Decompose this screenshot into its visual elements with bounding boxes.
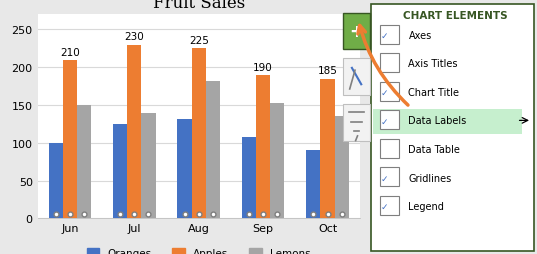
Text: Data Labels: Data Labels: [409, 116, 467, 126]
Text: ✓: ✓: [381, 117, 389, 126]
Bar: [321, 79, 335, 218]
Text: Chart Title: Chart Title: [409, 87, 460, 98]
Text: ✓: ✓: [381, 202, 389, 212]
Bar: [177, 119, 192, 218]
Text: Gridlines: Gridlines: [409, 173, 452, 183]
Bar: [48, 143, 63, 218]
Text: +: +: [350, 23, 364, 41]
Legend: Oranges, Apples, Lemons: Oranges, Apples, Lemons: [83, 244, 315, 254]
Title: Fruit Sales: Fruit Sales: [153, 0, 245, 12]
Bar: [77, 106, 91, 218]
Text: ✓: ✓: [381, 89, 389, 98]
Bar: [380, 168, 399, 187]
Bar: [335, 117, 349, 218]
Text: Axes: Axes: [409, 30, 432, 41]
Bar: [344, 14, 369, 50]
Text: 225: 225: [188, 36, 209, 46]
Text: ✓: ✓: [381, 174, 389, 183]
Bar: [242, 137, 256, 218]
Text: Data Table: Data Table: [409, 144, 460, 154]
Bar: [127, 45, 141, 218]
Text: Axis Titles: Axis Titles: [409, 59, 458, 69]
Text: ✓: ✓: [381, 32, 389, 41]
Text: CHART ELEMENTS: CHART ELEMENTS: [403, 11, 508, 21]
Bar: [380, 196, 399, 215]
Bar: [141, 113, 156, 218]
Text: 210: 210: [60, 47, 79, 57]
Bar: [344, 105, 369, 141]
Bar: [380, 25, 399, 44]
Text: Legend: Legend: [409, 201, 444, 211]
FancyBboxPatch shape: [371, 5, 534, 251]
Text: 230: 230: [125, 32, 144, 42]
Bar: [113, 124, 127, 218]
Bar: [270, 104, 285, 218]
Bar: [306, 151, 321, 218]
Text: 185: 185: [317, 66, 338, 76]
Bar: [256, 75, 270, 218]
Text: 190: 190: [253, 62, 273, 72]
Bar: [344, 59, 369, 96]
Bar: [380, 82, 399, 101]
Bar: [206, 82, 220, 218]
Bar: [380, 139, 399, 158]
Bar: [63, 60, 77, 218]
Bar: [192, 49, 206, 218]
Bar: [380, 111, 399, 130]
Bar: [380, 54, 399, 73]
Bar: [373, 109, 522, 134]
